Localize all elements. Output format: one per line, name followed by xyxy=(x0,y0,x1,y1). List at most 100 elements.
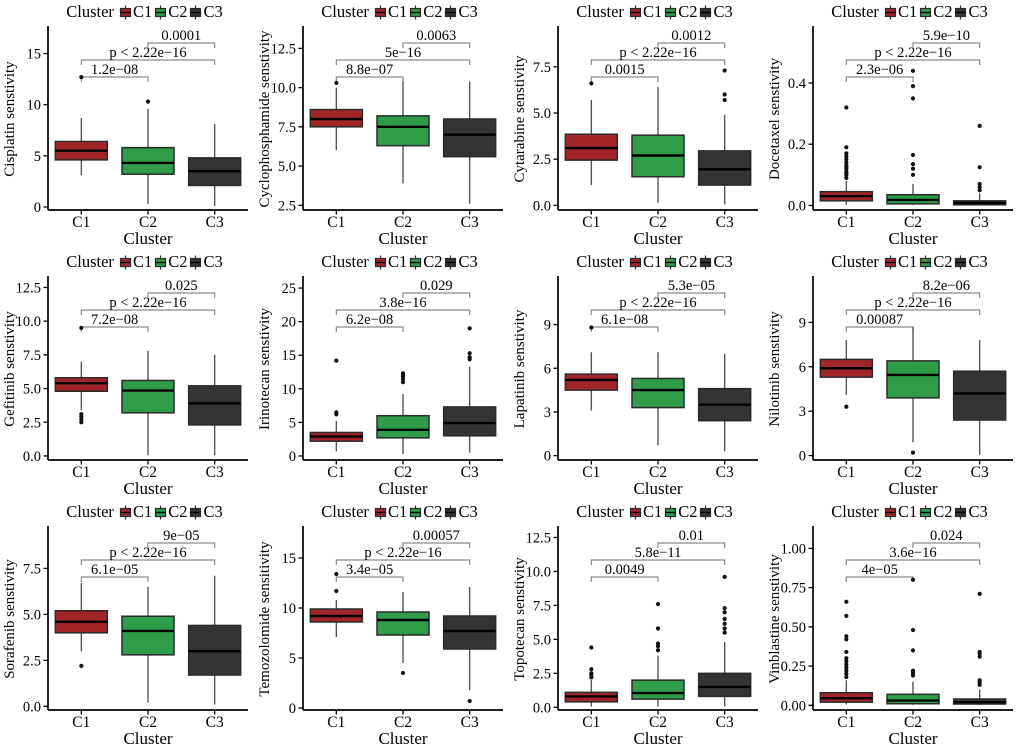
legend-item-label: C1 xyxy=(642,2,663,21)
x-axis-title: Cluster xyxy=(123,479,172,498)
legend-item-c1: C1 xyxy=(374,252,407,272)
pvalue-label: p < 2.22e−16 xyxy=(109,295,186,311)
cluster-legend: Cluster C1 C2 xyxy=(765,250,1020,274)
legend-item-c2: C2 xyxy=(409,252,442,272)
boxplot-panel-topotecan: Cluster C1 C2 xyxy=(510,500,765,750)
outlier-point xyxy=(977,184,982,190)
boxplot-panel-gefitinib: Cluster C1 C2 xyxy=(0,250,255,500)
y-tick-label: 9 xyxy=(544,318,551,334)
x-tick-label: C2 xyxy=(904,714,922,731)
y-axis-title: Docetaxel senstivity xyxy=(767,57,783,180)
legend-item-c3: C3 xyxy=(444,502,478,522)
boxplot-glyph-icon xyxy=(665,255,677,269)
box-c2 xyxy=(631,377,685,409)
significance-bracket xyxy=(402,292,471,298)
boxplot-glyph-icon xyxy=(629,505,642,519)
y-tick-label: 10.0 xyxy=(526,564,551,580)
x-axis-title: Cluster xyxy=(123,729,172,748)
cluster-legend: Cluster C1 C2 xyxy=(255,0,510,24)
legend-item-c1: C1 xyxy=(629,252,662,272)
y-tick-label: 3 xyxy=(544,405,551,421)
x-axis-title: Cluster xyxy=(888,229,937,248)
significance-bracket xyxy=(590,559,726,565)
box-c3 xyxy=(442,118,497,158)
y-tick-label: 0 xyxy=(799,449,806,465)
plot-area-temozolomide: 3.4e−05p < 2.22e−160.00057 0 5 10 15 C1 C2 C3 Cl… xyxy=(257,526,503,748)
outlier-point xyxy=(722,606,727,611)
y-tick-label: 0 xyxy=(34,200,41,216)
x-tick-label: C1 xyxy=(837,464,855,481)
outlier-point xyxy=(334,410,339,415)
outlier-point xyxy=(910,648,916,653)
pvalue-label: 2.3e−06 xyxy=(856,62,903,78)
pvalue-label: 0.0012 xyxy=(671,28,711,44)
y-axis-title: Topotecan senstivity xyxy=(512,557,528,681)
boxplot-glyph-icon xyxy=(629,5,642,19)
outlier-point xyxy=(910,96,916,101)
significance-bracket xyxy=(845,559,981,565)
x-tick-label: C1 xyxy=(837,714,855,731)
x-tick-label: C3 xyxy=(206,214,224,231)
boxplot-panel-irinotecan: Cluster C1 C2 xyxy=(255,250,510,500)
legend-item-label: C2 xyxy=(933,502,953,521)
y-tick-label: 20 xyxy=(282,315,297,331)
legend-item-c2: C2 xyxy=(919,2,952,22)
y-tick-label: 0.75 xyxy=(781,581,806,597)
y-tick-label: 5.0 xyxy=(23,382,41,398)
x-tick-label: C3 xyxy=(716,714,734,731)
pvalue-label: 6.1e−05 xyxy=(91,562,138,578)
significance-bracket xyxy=(80,59,216,65)
boxplot-glyph-icon xyxy=(119,255,132,269)
box-c1 xyxy=(564,373,619,391)
legend-item-c2: C2 xyxy=(919,502,952,522)
y-tick-label: 2.5 xyxy=(23,653,41,669)
box-c2 xyxy=(376,414,430,439)
outlier-point xyxy=(79,325,84,330)
box-c3 xyxy=(697,150,752,186)
x-axis-title: Cluster xyxy=(378,729,427,748)
outlier-point xyxy=(334,588,339,594)
boxplot-panel-cytarabine: Cluster C1 C2 xyxy=(510,0,765,250)
x-tick-label: C1 xyxy=(72,464,90,481)
boxplot-glyph-icon xyxy=(700,5,712,19)
pvalue-label: 5e−16 xyxy=(385,45,421,61)
x-tick-label: C3 xyxy=(971,214,989,231)
y-tick-label: 0 xyxy=(289,449,296,465)
y-tick-label: 0 xyxy=(289,701,296,717)
boxplot-glyph-icon xyxy=(119,5,132,19)
boxplot-panel-nilotinib: Cluster C1 C2 xyxy=(765,250,1020,500)
outlier-point xyxy=(655,601,661,607)
significance-bracket xyxy=(335,326,404,332)
legend-item-label: C1 xyxy=(642,252,663,271)
boxplot-glyph-icon xyxy=(629,255,642,269)
x-tick-label: C2 xyxy=(649,214,667,231)
pvalue-label: 6.2e−08 xyxy=(346,312,393,328)
x-tick-label: C2 xyxy=(139,714,157,731)
y-tick-label: 25 xyxy=(282,281,297,297)
x-axis-title: Cluster xyxy=(888,729,937,748)
outlier-point xyxy=(400,670,406,676)
outlier-point xyxy=(910,577,916,582)
boxplot-glyph-icon xyxy=(155,505,167,519)
x-tick-label: C1 xyxy=(327,714,345,731)
pvalue-label: 4e−05 xyxy=(861,562,897,578)
y-tick-label: 5.0 xyxy=(23,607,41,623)
box-c3 xyxy=(442,615,497,650)
outlier-point xyxy=(910,152,916,158)
box-c2 xyxy=(121,615,175,656)
legend-item-c3: C3 xyxy=(189,252,223,272)
box-c3 xyxy=(697,672,752,698)
legend-item-c1: C1 xyxy=(374,502,407,522)
outlier-point xyxy=(844,151,849,156)
legend-item-c1: C1 xyxy=(629,502,662,522)
x-tick-label: C3 xyxy=(461,214,479,231)
legend-item-c3: C3 xyxy=(699,502,733,522)
legend-item-c2: C2 xyxy=(664,502,697,522)
legend-title: Cluster xyxy=(576,502,624,521)
pvalue-label: 7.2e−08 xyxy=(91,312,138,328)
legend-item-label: C2 xyxy=(423,252,443,271)
box-c3 xyxy=(187,385,242,426)
x-tick-label: C2 xyxy=(649,464,667,481)
boxplot-glyph-icon xyxy=(374,255,387,269)
